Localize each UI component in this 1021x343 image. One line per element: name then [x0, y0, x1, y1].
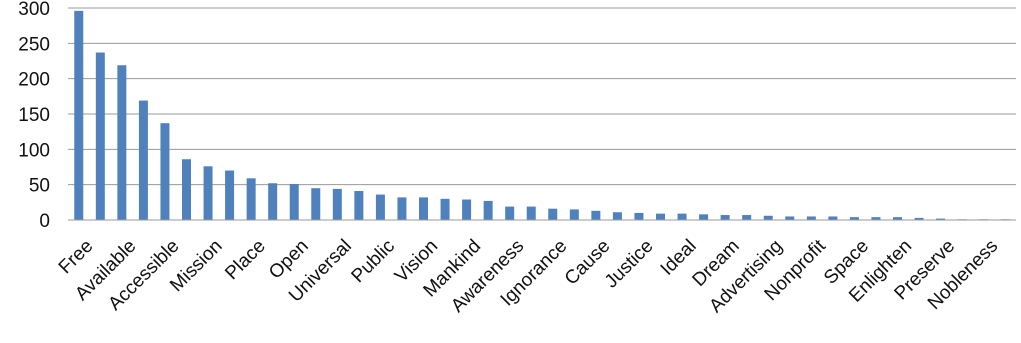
bar [849, 217, 859, 220]
bar [203, 166, 213, 220]
bar [138, 100, 148, 220]
y-tick-label: 0 [39, 211, 50, 232]
bar [785, 216, 795, 220]
bar [871, 217, 881, 220]
bar [677, 213, 687, 220]
bar [246, 178, 256, 220]
bar [332, 188, 342, 220]
bar [742, 215, 752, 220]
bar [311, 188, 321, 220]
bar [893, 217, 902, 220]
bar [656, 213, 665, 220]
bar [117, 65, 127, 221]
bars [74, 10, 1010, 221]
bar [548, 208, 558, 220]
bar [354, 191, 364, 220]
bar [440, 198, 450, 220]
y-tick-label: 200 [18, 70, 50, 91]
bar [806, 216, 816, 220]
y-tick-label: 300 [18, 0, 50, 20]
x-tick-label: Public [348, 236, 399, 287]
bar [160, 123, 170, 220]
bar [95, 52, 105, 220]
bar [763, 215, 773, 220]
bar [375, 194, 385, 220]
y-tick-label: 50 [29, 176, 50, 197]
x-tick-label: Place [221, 236, 269, 284]
y-tick-label: 150 [18, 105, 50, 126]
bar [419, 197, 428, 220]
bar [289, 183, 299, 220]
bar [591, 210, 601, 220]
x-tick-label: Justice [601, 236, 658, 293]
bar [914, 217, 924, 220]
bar [397, 197, 407, 220]
bar [612, 212, 622, 220]
bar [720, 215, 730, 220]
bar [462, 199, 472, 220]
y-tick-label: 100 [18, 140, 50, 161]
bar [526, 206, 536, 220]
y-tick-label: 250 [18, 34, 50, 55]
bar [936, 218, 946, 220]
bar [569, 209, 579, 220]
bar [225, 170, 235, 220]
bar [182, 159, 191, 220]
y-axis-tick-labels: 0 50 100 150 200 250 300 [18, 0, 50, 232]
bar [699, 214, 709, 220]
bar [828, 216, 838, 220]
bar [634, 212, 644, 220]
gridlines [68, 7, 1016, 186]
bar [74, 10, 84, 220]
x-axis-tick-labels: FreeAvailableAccessibleMissionPlaceOpenU… [55, 235, 1002, 317]
bar [483, 200, 493, 220]
bar [505, 206, 515, 220]
bar [268, 183, 278, 220]
